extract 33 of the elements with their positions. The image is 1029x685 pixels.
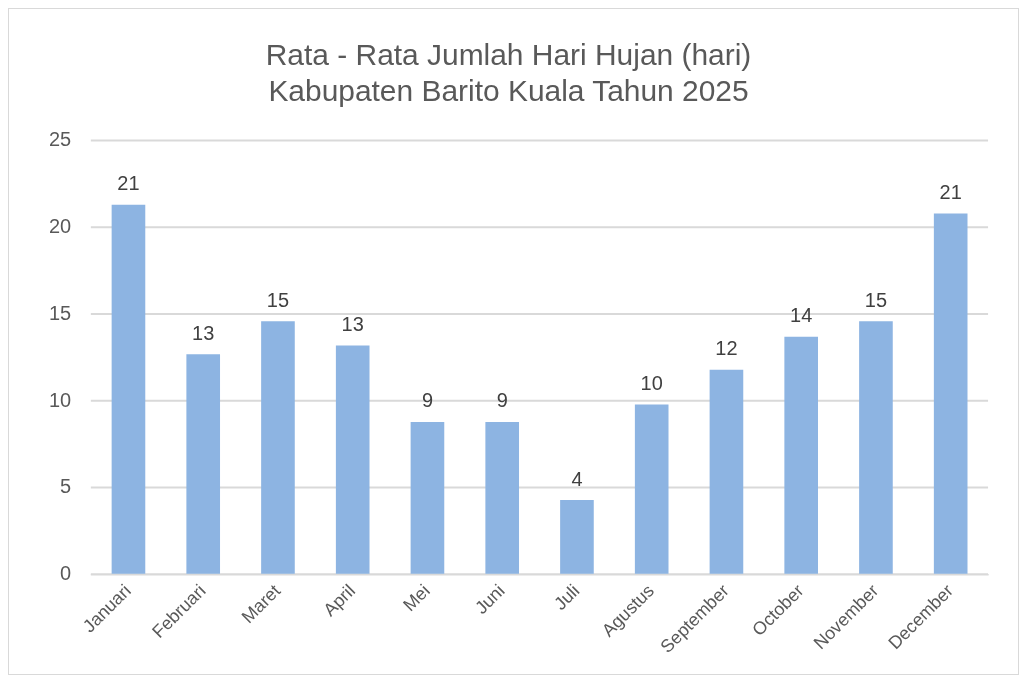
x-tick-label: Juli (550, 580, 584, 614)
bar (485, 421, 520, 574)
data-label: 13 (192, 321, 215, 344)
data-label: 15 (864, 288, 888, 311)
bar (410, 421, 445, 574)
data-label: 13 (341, 313, 364, 336)
bar (709, 369, 744, 574)
bar (335, 345, 370, 574)
data-label: 15 (266, 288, 290, 311)
data-label: 9 (421, 389, 433, 412)
bar (111, 204, 146, 574)
data-label: 21 (939, 181, 962, 204)
y-tick-label: 15 (48, 301, 72, 324)
bar (560, 500, 594, 574)
chart-title: Rata - Rata Jumlah Hari Hujan (hari) Kabupaten Barito Kuala Tahun 2025 (265, 38, 752, 107)
y-tick-label: 5 (60, 475, 72, 498)
y-tick-label: 20 (48, 214, 72, 237)
y-tick-label: 25 (48, 128, 72, 151)
bar (784, 336, 819, 574)
x-tick-label: Mei (399, 580, 434, 616)
y-tick-label: 0 (60, 562, 72, 585)
data-label: 21 (117, 172, 140, 195)
bar (634, 404, 669, 574)
data-label: 12 (715, 337, 738, 360)
data-label: 14 (790, 304, 813, 327)
bar (859, 321, 893, 574)
bar (261, 321, 295, 574)
y-tick-label: 10 (48, 388, 72, 411)
data-label: 10 (640, 372, 663, 395)
bar (933, 213, 968, 574)
data-label: 4 (571, 467, 583, 490)
bar (186, 354, 221, 574)
data-label: 9 (496, 389, 508, 412)
